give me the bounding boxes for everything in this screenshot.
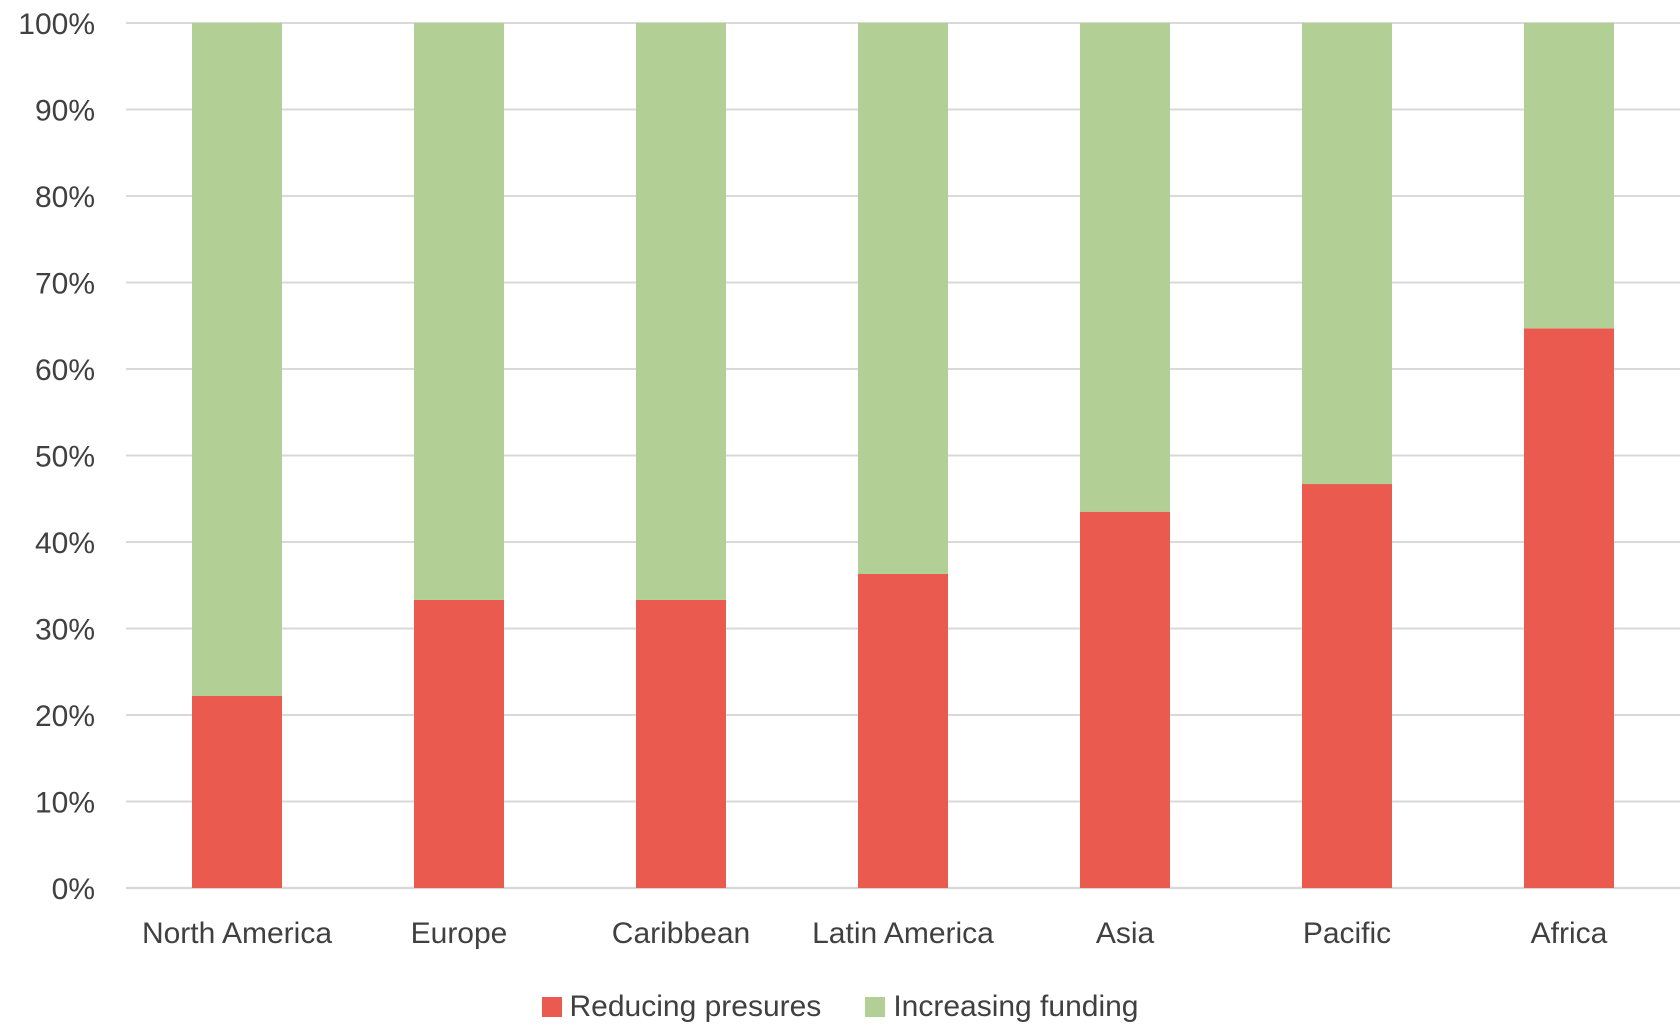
y-tick-label: 60% [35,354,95,387]
bar-increasing-funding-north-america [192,23,282,696]
bar-increasing-funding-pacific [1302,23,1392,485]
x-tick-label: Latin America [812,917,994,950]
y-tick-label: 10% [35,787,95,820]
bar-reducing-presures-north-america [192,695,282,888]
x-tick-label: Pacific [1303,917,1391,950]
x-tick-label: Caribbean [612,917,750,950]
bar-reducing-presures-asia [1080,511,1170,888]
bar-increasing-funding-asia [1080,23,1170,512]
y-tick-label: 100% [18,8,95,41]
bar-increasing-funding-europe [414,23,504,600]
legend-swatch-increasing-funding [865,997,886,1017]
bar-reducing-presures-europe [414,599,504,888]
x-tick-label: Europe [411,917,508,950]
legend-swatch-reducing-pressures [541,997,562,1017]
bar-reducing-presures-pacific [1302,484,1392,888]
bar-reducing-presures-latin-america [858,574,948,888]
bar-increasing-funding-latin-america [858,23,948,575]
bar-reducing-presures-africa [1524,328,1614,889]
legend-label-reducing-pressures: Reducing presures [569,990,822,1023]
x-tick-label: North America [142,917,332,950]
x-tick-label: Africa [1531,917,1608,950]
bar-increasing-funding-africa [1524,23,1614,329]
y-tick-label: 20% [35,700,95,733]
y-tick-label: 90% [35,95,95,128]
legend: Reducing presures Increasing funding [0,990,1680,1024]
legend-label-increasing-funding: Increasing funding [893,990,1139,1023]
y-tick-label: 70% [35,268,95,301]
x-tick-label: Asia [1096,917,1155,950]
y-tick-label: 80% [35,181,95,214]
legend-item-increasing-funding: Increasing funding [865,990,1138,1024]
bar-increasing-funding-caribbean [636,23,726,600]
y-tick-label: 50% [35,441,95,474]
y-tick-label: 0% [52,873,95,906]
y-tick-label: 30% [35,614,95,647]
bar-reducing-presures-caribbean [636,599,726,888]
y-tick-label: 40% [35,527,95,560]
legend-item-reducing-pressures: Reducing presures [541,990,822,1024]
